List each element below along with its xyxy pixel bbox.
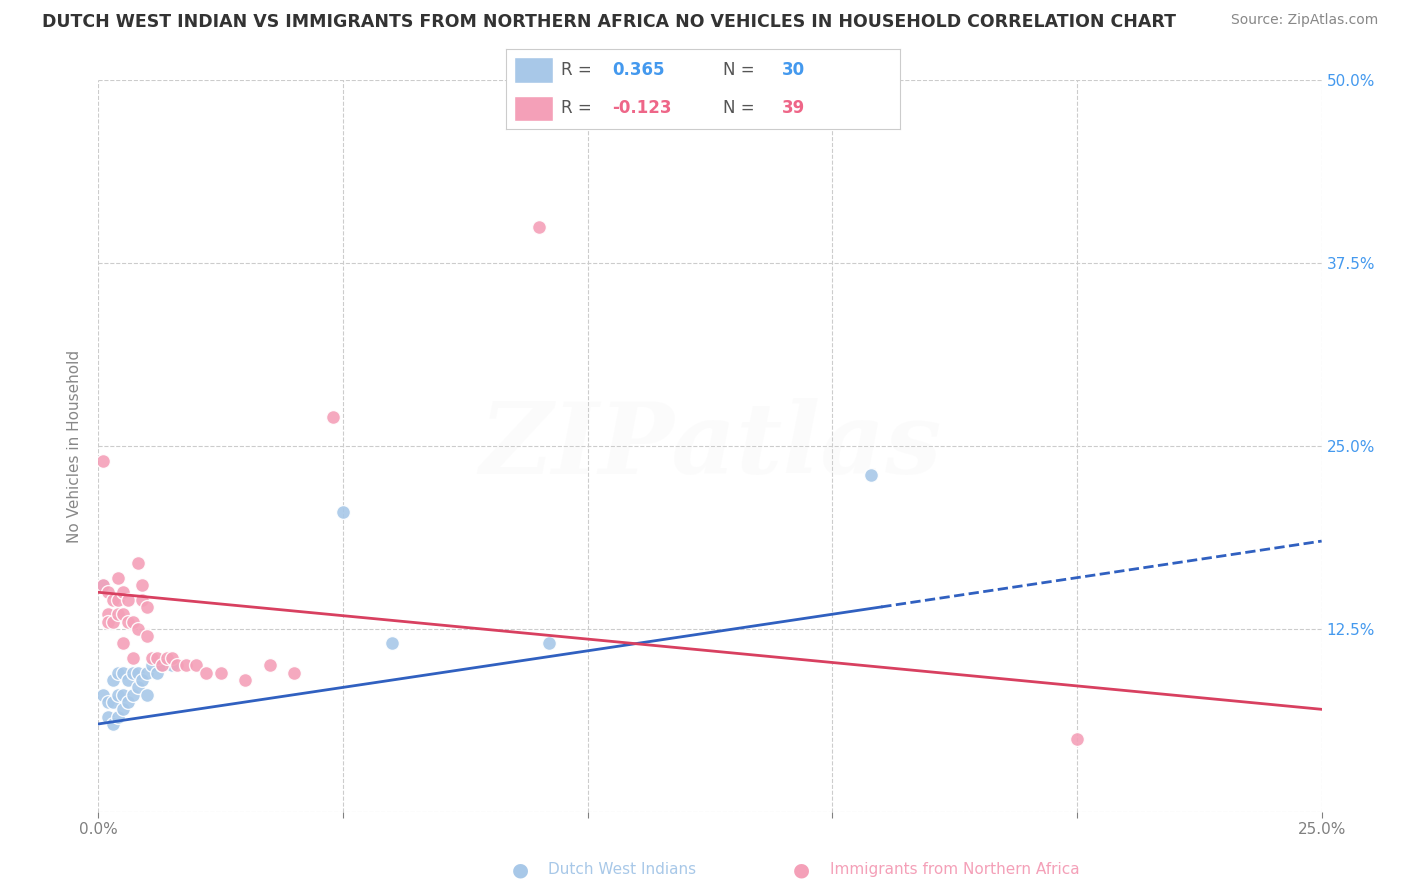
Point	[146, 665, 169, 680]
Point	[322, 409, 344, 424]
Point	[107, 607, 129, 622]
Point	[111, 665, 134, 680]
Point	[97, 615, 120, 629]
Text: 39: 39	[782, 100, 806, 118]
Point	[527, 219, 550, 234]
Point	[381, 636, 404, 650]
Point	[107, 571, 129, 585]
Point	[107, 665, 129, 680]
Bar	[515, 95, 554, 121]
Point	[131, 592, 153, 607]
Text: N =: N =	[723, 100, 754, 118]
Y-axis label: No Vehicles in Household: No Vehicles in Household	[67, 350, 83, 542]
Text: DUTCH WEST INDIAN VS IMMIGRANTS FROM NORTHERN AFRICA NO VEHICLES IN HOUSEHOLD CO: DUTCH WEST INDIAN VS IMMIGRANTS FROM NOR…	[42, 13, 1177, 31]
Point	[136, 665, 159, 680]
Point	[160, 651, 183, 665]
Point	[111, 702, 134, 716]
Text: ●: ●	[512, 860, 529, 880]
Point	[537, 636, 560, 650]
Point	[209, 665, 232, 680]
Point	[91, 578, 114, 592]
Point	[101, 695, 124, 709]
Point	[136, 629, 159, 643]
Point	[141, 651, 163, 665]
Point	[117, 695, 139, 709]
Point	[186, 658, 208, 673]
Point	[107, 709, 129, 723]
Point	[332, 505, 354, 519]
Point	[131, 578, 153, 592]
Point	[101, 592, 124, 607]
Point	[160, 658, 183, 673]
Text: 0.365: 0.365	[613, 61, 665, 78]
Bar	[515, 57, 554, 83]
Point	[101, 673, 124, 687]
Text: ●: ●	[793, 860, 810, 880]
Point	[860, 468, 883, 483]
Point	[156, 651, 179, 665]
Point	[117, 592, 139, 607]
Point	[131, 673, 153, 687]
Point	[91, 688, 114, 702]
Text: 30: 30	[782, 61, 804, 78]
Text: -0.123: -0.123	[613, 100, 672, 118]
Point	[117, 615, 139, 629]
Point	[127, 681, 149, 695]
Point	[101, 717, 124, 731]
Point	[233, 673, 256, 687]
Point	[127, 665, 149, 680]
Text: N =: N =	[723, 61, 754, 78]
Point	[141, 658, 163, 673]
Point	[195, 665, 218, 680]
Point	[107, 592, 129, 607]
Point	[1066, 731, 1088, 746]
Point	[259, 658, 281, 673]
Point	[283, 665, 305, 680]
Point	[127, 556, 149, 570]
Point	[111, 636, 134, 650]
Text: R =: R =	[561, 100, 592, 118]
Point	[97, 695, 120, 709]
Point	[91, 578, 114, 592]
Text: R =: R =	[561, 61, 592, 78]
Point	[121, 665, 143, 680]
Point	[150, 658, 173, 673]
Point	[111, 607, 134, 622]
Point	[97, 585, 120, 599]
Point	[136, 688, 159, 702]
Point	[97, 709, 120, 723]
Point	[117, 673, 139, 687]
Point	[121, 688, 143, 702]
Point	[101, 615, 124, 629]
Text: Immigrants from Northern Africa: Immigrants from Northern Africa	[830, 863, 1080, 877]
Point	[150, 658, 173, 673]
Point	[146, 651, 169, 665]
Point	[166, 658, 188, 673]
Point	[176, 658, 198, 673]
Point	[136, 599, 159, 614]
Point	[127, 622, 149, 636]
Point	[97, 607, 120, 622]
Text: ZIPatlas: ZIPatlas	[479, 398, 941, 494]
Text: Source: ZipAtlas.com: Source: ZipAtlas.com	[1230, 13, 1378, 28]
Point	[107, 688, 129, 702]
Point	[91, 453, 114, 467]
Point	[111, 688, 134, 702]
Point	[121, 651, 143, 665]
Text: Dutch West Indians: Dutch West Indians	[548, 863, 696, 877]
Point	[111, 585, 134, 599]
Point	[121, 615, 143, 629]
